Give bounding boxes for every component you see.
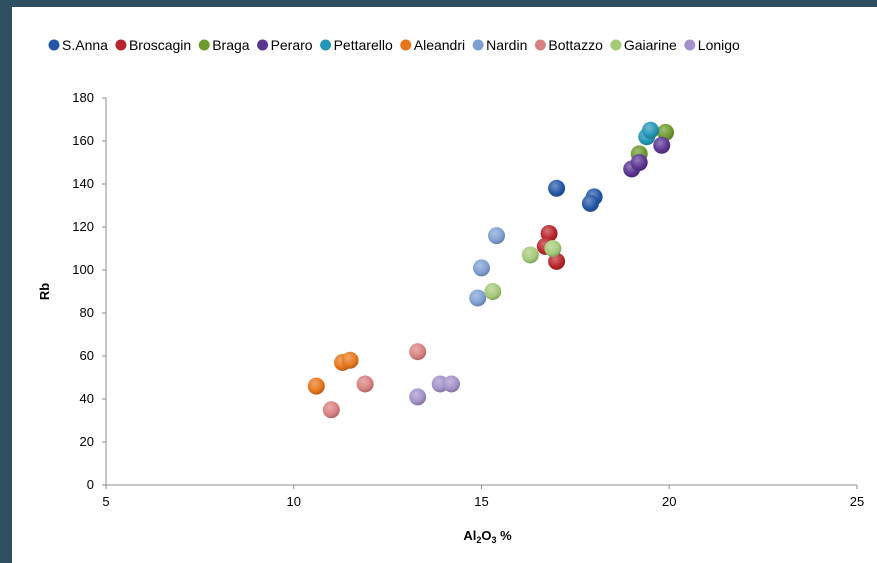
data-point bbox=[341, 351, 359, 369]
x-axis-title-mid: O bbox=[481, 528, 491, 543]
data-point bbox=[488, 227, 506, 245]
legend-marker bbox=[320, 39, 332, 51]
data-point bbox=[409, 343, 427, 361]
legend-label: Peraro bbox=[271, 37, 313, 53]
legend-label: Lonigo bbox=[698, 37, 740, 53]
data-points bbox=[307, 121, 674, 419]
y-tick-label: 120 bbox=[72, 219, 94, 234]
y-axis-title: Rb bbox=[37, 283, 52, 300]
legend-marker bbox=[534, 39, 546, 51]
y-tick-label: 0 bbox=[87, 477, 94, 492]
data-point bbox=[656, 123, 674, 141]
data-point bbox=[630, 154, 648, 171]
y-tick-label: 60 bbox=[80, 348, 94, 363]
data-point bbox=[307, 377, 325, 395]
y-tick-label: 160 bbox=[72, 133, 94, 148]
legend-label: Gaiarine bbox=[624, 37, 677, 53]
data-point bbox=[409, 388, 427, 406]
x-tick-label: 10 bbox=[287, 494, 301, 509]
x-tick-labels: 5 10 15 20 25 bbox=[102, 485, 864, 509]
data-point bbox=[521, 246, 539, 264]
chart-frame: S.Anna Broscagin Braga Peraro Pettarello Alea… bbox=[12, 7, 877, 563]
data-point bbox=[442, 375, 460, 393]
scatter-chart: S.Anna Broscagin Braga Peraro Pettarello Alea… bbox=[37, 37, 864, 545]
y-tick-label: 80 bbox=[80, 305, 94, 320]
legend: S.Anna Broscagin Braga Peraro Pettarello Alea… bbox=[48, 37, 740, 53]
y-tick-label: 180 bbox=[72, 90, 94, 105]
x-tick-label: 25 bbox=[850, 494, 864, 509]
legend-label: Pettarello bbox=[334, 37, 393, 53]
data-point bbox=[548, 179, 566, 197]
x-axis-title-base: Al bbox=[463, 528, 476, 543]
data-point bbox=[544, 240, 562, 257]
legend-label: Braga bbox=[212, 37, 250, 53]
y-tick-label: 140 bbox=[72, 176, 94, 191]
x-axis-title-sub2: 3 bbox=[491, 535, 496, 545]
legend-label: Broscagin bbox=[129, 37, 191, 53]
x-axis-title-suffix: % bbox=[496, 528, 512, 543]
legend-marker bbox=[115, 39, 127, 51]
data-point bbox=[356, 375, 374, 393]
data-point bbox=[548, 252, 566, 270]
data-point bbox=[581, 194, 599, 212]
x-tick-label: 20 bbox=[662, 494, 676, 509]
x-axis-title: Al2O3 % bbox=[463, 528, 512, 545]
y-tick-label: 40 bbox=[80, 391, 94, 406]
data-point bbox=[653, 136, 671, 154]
y-tick-labels: 0 20 40 60 80 100 120 140 160 180 bbox=[72, 90, 106, 492]
legend-marker bbox=[257, 39, 269, 51]
data-point bbox=[473, 259, 490, 277]
y-tick-label: 100 bbox=[72, 262, 94, 277]
legend-marker bbox=[48, 39, 60, 51]
data-point bbox=[469, 289, 487, 307]
y-tick-label: 20 bbox=[80, 434, 94, 449]
legend-marker bbox=[400, 39, 412, 51]
legend-marker bbox=[472, 39, 484, 51]
legend-label: S.Anna bbox=[62, 37, 108, 53]
legend-label: Aleandri bbox=[414, 37, 465, 53]
data-point bbox=[484, 283, 502, 300]
legend-marker bbox=[684, 39, 696, 51]
data-point bbox=[540, 224, 558, 242]
legend-marker bbox=[610, 39, 622, 51]
legend-label: Bottazzo bbox=[548, 37, 603, 53]
data-point bbox=[641, 121, 659, 139]
legend-marker bbox=[198, 39, 210, 51]
x-axis-title-sub1: 2 bbox=[476, 535, 481, 545]
data-point bbox=[322, 401, 340, 419]
x-tick-label: 5 bbox=[102, 494, 109, 509]
x-tick-label: 15 bbox=[474, 494, 488, 509]
legend-label: Nardin bbox=[486, 37, 527, 53]
